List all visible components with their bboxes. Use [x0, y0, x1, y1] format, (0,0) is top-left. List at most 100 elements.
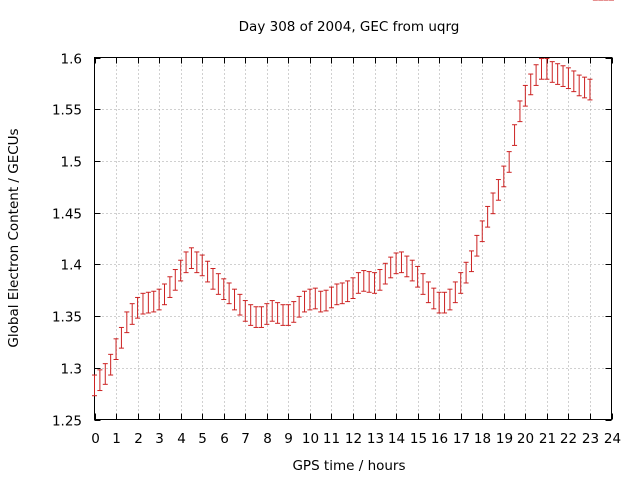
data-point: [350, 277, 356, 299]
data-point: [576, 74, 582, 97]
x-tick-label: 22: [560, 431, 577, 447]
data-point: [452, 281, 458, 304]
data-point: [237, 293, 243, 316]
data-point: [151, 290, 157, 313]
data-point: [355, 272, 361, 294]
data-point: [555, 63, 561, 85]
data-point: [436, 291, 442, 314]
y-tick-label: 1.25: [52, 414, 82, 430]
data-point: [318, 290, 324, 313]
data-point: [258, 306, 264, 328]
x-axis-label: GPS time / hours: [292, 458, 405, 474]
data-point: [178, 259, 184, 282]
data-point: [377, 269, 383, 291]
x-tick-label: 12: [345, 431, 362, 447]
y-axis-tick-labels: 1.25 1.3 1.35 1.4 1.45 1.5 1.55 1.6: [52, 52, 82, 430]
x-tick-label: 20: [517, 431, 534, 447]
data-point: [205, 260, 211, 283]
x-axis-tick-labels: 0 1 2 3 4 5 6 7 8 9 10 11 12 13 14 15 16 17 18 19 20 21 22 23 24: [91, 431, 621, 447]
data-point: [129, 303, 135, 325]
data-point: [328, 286, 334, 309]
x-tick-label: 16: [431, 431, 448, 447]
x-tick-label: 13: [367, 431, 384, 447]
data-point: [495, 179, 501, 201]
data-point: [162, 283, 168, 306]
x-tick-label: 8: [263, 431, 272, 447]
x-tick-label: 19: [496, 431, 513, 447]
data-point: [280, 304, 286, 326]
data-point: [312, 287, 318, 310]
data-point: [468, 250, 474, 273]
data-point: [560, 65, 566, 87]
data-point: [458, 272, 464, 294]
data-point: [501, 165, 507, 188]
y-tick-label: 1.6: [61, 52, 82, 68]
data-point: [582, 76, 588, 99]
x-tick-label: 15: [410, 431, 427, 447]
data-point: [485, 205, 491, 228]
x-tick-label: 6: [220, 431, 229, 447]
data-point: [232, 288, 238, 311]
data-point: [345, 280, 351, 303]
data-point: [398, 251, 404, 274]
data-point: [490, 192, 496, 215]
data-point: [215, 273, 221, 295]
data-point: [393, 252, 399, 275]
data-point: [339, 282, 345, 305]
data-point: [447, 288, 453, 311]
data-point: [97, 369, 103, 392]
data-point: [538, 58, 544, 80]
data-point: [522, 84, 528, 107]
data-point: [242, 300, 248, 322]
data-point: [388, 256, 394, 279]
data-point: [135, 296, 141, 319]
y-tick-label: 1.55: [52, 103, 82, 119]
data-point: [275, 302, 281, 324]
data-point: [382, 262, 388, 285]
x-tick-label: 1: [112, 431, 121, 447]
x-tick-label: 7: [241, 431, 250, 447]
data-point: [145, 291, 151, 314]
x-tick-label: 4: [177, 431, 186, 447]
chart-title: Day 308 of 2004, GEC from uqrg: [239, 19, 460, 35]
x-tick-label: 5: [198, 431, 207, 447]
data-point: [124, 311, 130, 334]
y-tick-label: 1.4: [61, 258, 82, 274]
data-point: [92, 374, 97, 397]
data-point: [415, 265, 421, 288]
data-point: [113, 338, 119, 361]
data-point: [528, 73, 534, 96]
gec-series: [92, 0, 614, 397]
data-point: [587, 78, 593, 101]
data-point: [420, 273, 426, 295]
data-point: [226, 282, 232, 305]
data-point: [544, 58, 550, 80]
data-point: [366, 271, 372, 293]
data-point: [253, 306, 259, 328]
data-point: [183, 251, 189, 274]
data-point: [442, 291, 448, 314]
data-point: [210, 267, 216, 290]
x-tick-label: 11: [323, 431, 340, 447]
data-point: [571, 70, 577, 93]
data-point: [533, 64, 539, 86]
data-point: [517, 100, 523, 123]
data-point: [264, 303, 270, 325]
data-point: [323, 289, 329, 312]
data-point: [334, 283, 340, 306]
x-tick-label: 10: [302, 431, 319, 447]
x-tick-label: 2: [134, 431, 143, 447]
data-point: [285, 304, 291, 326]
data-point: [307, 288, 313, 311]
y-tick-label: 1.3: [61, 362, 82, 378]
x-tick-label: 24: [604, 431, 621, 447]
x-tick-label: 23: [582, 431, 599, 447]
data-point: [409, 259, 415, 282]
data-point: [302, 290, 308, 313]
data-point: [512, 124, 518, 146]
x-tick-label: 14: [388, 431, 405, 447]
x-tick-label: 21: [539, 431, 556, 447]
data-point: [479, 220, 485, 243]
data-point: [463, 261, 469, 284]
data-point: [108, 353, 114, 376]
